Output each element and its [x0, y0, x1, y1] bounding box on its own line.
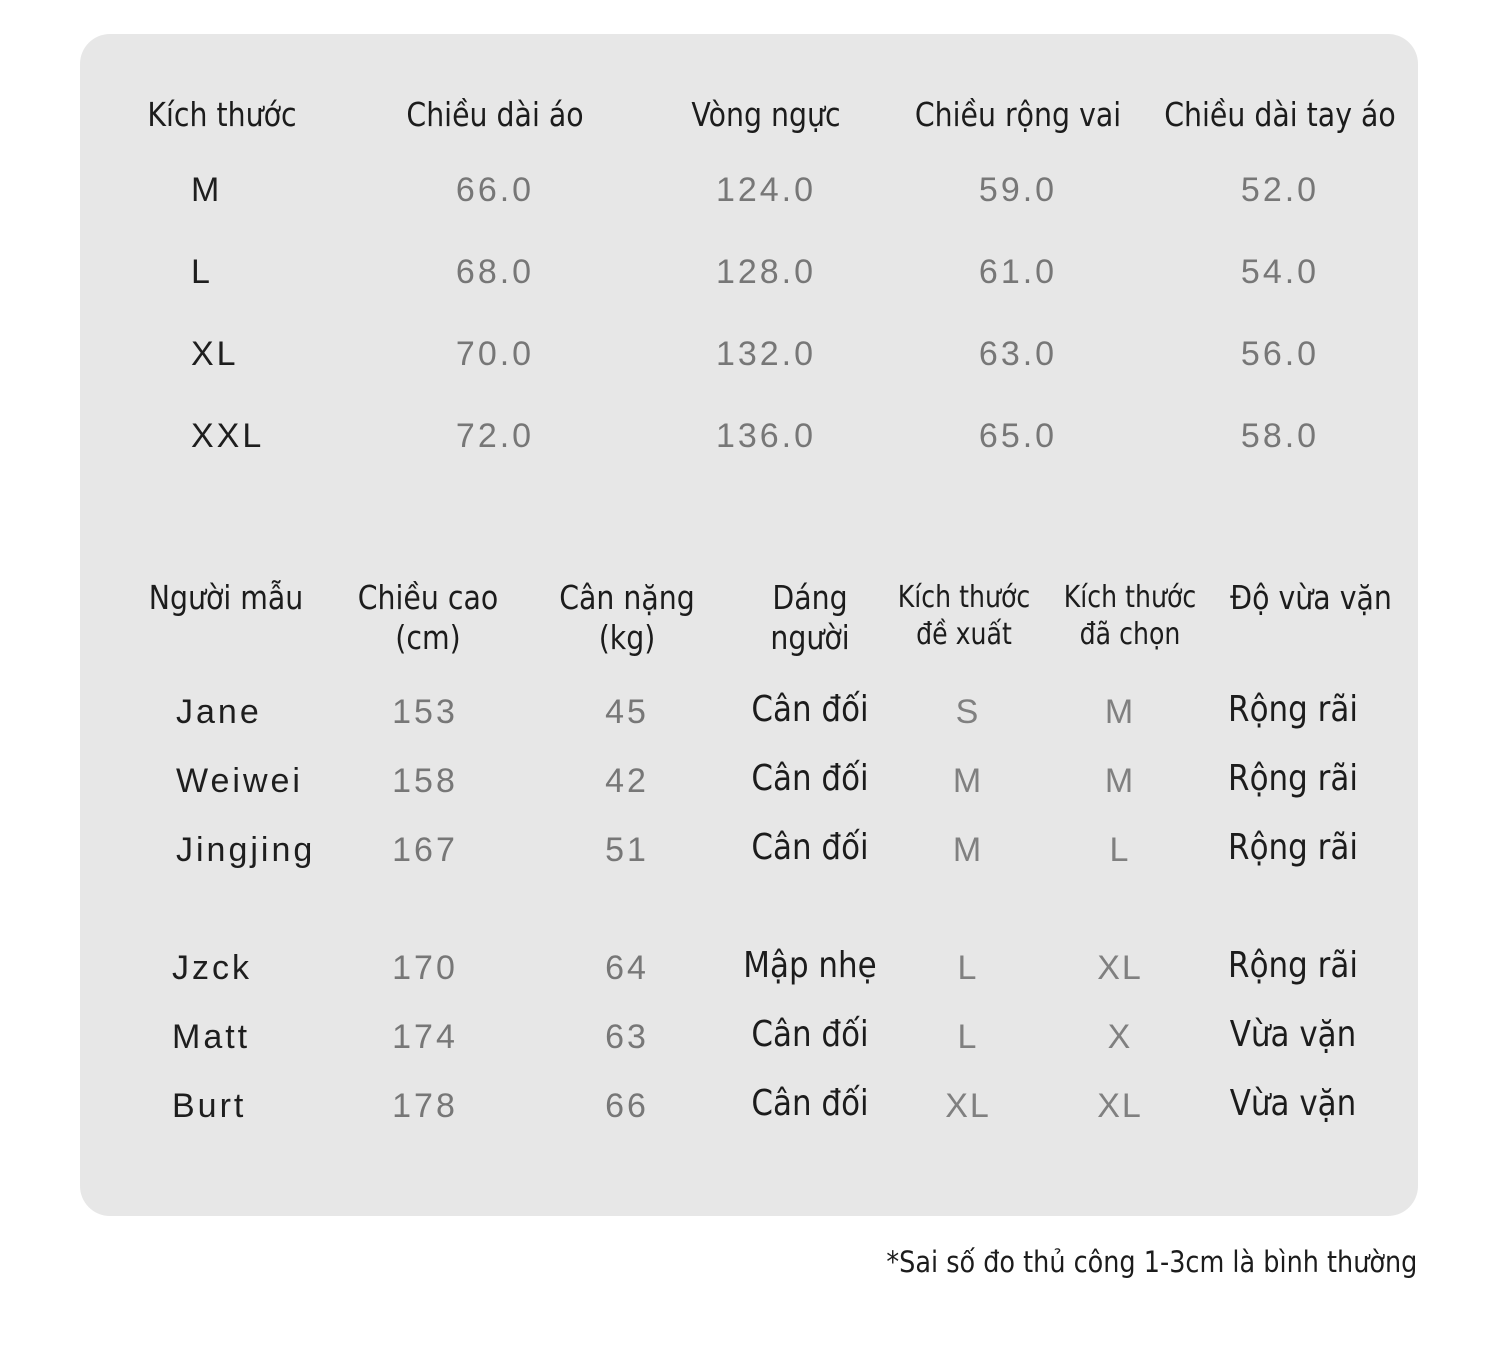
size-value: 61.0: [978, 253, 1058, 291]
body-shape: Cân đối: [751, 1083, 869, 1124]
model-header-line: Chiều cao: [357, 578, 499, 617]
recommended-size: L: [957, 1018, 979, 1056]
fit-description: Rộng rãi: [1228, 689, 1358, 730]
size-label: XXL: [191, 417, 265, 455]
chosen-size: X: [1107, 1018, 1133, 1056]
size-header-3: Chiều rộng vai: [914, 95, 1122, 134]
model-header-5: Kích thước đã chọn: [962, 579, 1298, 653]
body-shape: Cân đối: [751, 1014, 869, 1055]
fit-description: Vừa vặn: [1229, 1083, 1357, 1124]
model-height: 153: [392, 693, 458, 731]
body-shape: Cân đối: [751, 827, 869, 868]
size-header-2: Vòng ngực: [691, 95, 841, 134]
size-value: 59.0: [978, 171, 1058, 209]
model-header-3: Dáng người: [638, 578, 982, 658]
fit-description: Rộng rãi: [1228, 827, 1358, 868]
model-weight: 45: [605, 693, 649, 731]
size-value: 56.0: [1240, 335, 1320, 373]
model-weight: 42: [605, 762, 649, 800]
recommended-size: S: [955, 693, 981, 731]
recommended-size: L: [957, 949, 979, 987]
size-value: 124.0: [715, 171, 817, 209]
size-value: 68.0: [455, 253, 535, 291]
model-height: 158: [392, 762, 458, 800]
model-header-line: đề xuất: [916, 617, 1012, 652]
size-value: 65.0: [978, 417, 1058, 455]
size-label: XL: [191, 335, 239, 373]
recommended-size: XL: [945, 1087, 991, 1125]
model-header-line: Độ vừa vặn: [1230, 578, 1392, 617]
model-header-0: Người mẫu: [54, 578, 398, 618]
size-value: 136.0: [715, 417, 817, 455]
size-chart-panel: [80, 34, 1418, 1216]
model-name: Weiwei: [176, 762, 303, 800]
size-value: 63.0: [978, 335, 1058, 373]
model-header-line: Người mẫu: [148, 578, 304, 617]
size-value: 66.0: [455, 171, 535, 209]
chosen-size: XL: [1097, 1087, 1143, 1125]
model-header-line: (kg): [598, 618, 656, 657]
model-header-2: Cân nặng (kg): [455, 578, 799, 658]
recommended-size: M: [952, 831, 984, 869]
size-value: 54.0: [1240, 253, 1320, 291]
model-header-4: Kích thước đề xuất: [796, 579, 1132, 653]
chosen-size: L: [1109, 831, 1131, 869]
footnote: *Sai số đo thủ công 1-3cm là bình thường: [886, 1245, 1417, 1279]
model-header-line: Dáng: [772, 578, 848, 617]
size-label: M: [191, 171, 223, 209]
chosen-size: XL: [1097, 949, 1143, 987]
model-header-1: Chiều cao (cm): [256, 578, 600, 658]
recommended-size: M: [952, 762, 984, 800]
model-name: Matt: [172, 1018, 251, 1056]
chosen-size: M: [1104, 762, 1136, 800]
size-value: 58.0: [1240, 417, 1320, 455]
body-shape: Mập nhẹ: [743, 945, 877, 986]
size-value: 52.0: [1240, 171, 1320, 209]
model-name: Burt: [172, 1087, 247, 1125]
size-value: 132.0: [715, 335, 817, 373]
model-height: 167: [392, 831, 458, 869]
model-height: 174: [392, 1018, 458, 1056]
size-header-1: Chiều dài áo: [406, 95, 584, 134]
model-header-line: Cân nặng: [559, 578, 695, 617]
model-header-line: người: [770, 618, 850, 657]
model-weight: 63: [605, 1018, 649, 1056]
model-header-line: (cm): [395, 618, 461, 657]
model-name: Jingjing: [176, 831, 316, 869]
body-shape: Cân đối: [751, 689, 869, 730]
body-shape: Cân đối: [751, 758, 869, 799]
model-weight: 66: [605, 1087, 649, 1125]
size-header-4: Chiều dài tay áo: [1164, 95, 1396, 134]
fit-description: Rộng rãi: [1228, 945, 1358, 986]
model-weight: 64: [605, 949, 649, 987]
model-height: 170: [392, 949, 458, 987]
chosen-size: M: [1104, 693, 1136, 731]
model-header-line: Kích thước: [1063, 580, 1197, 615]
fit-description: Rộng rãi: [1228, 758, 1358, 799]
model-weight: 51: [605, 831, 649, 869]
model-name: Jzck: [172, 949, 252, 987]
size-label: L: [191, 253, 213, 291]
model-header-line: Kích thước: [897, 580, 1031, 615]
size-value: 70.0: [455, 335, 535, 373]
fit-description: Vừa vặn: [1229, 1014, 1357, 1055]
size-header-0: Kích thước: [147, 95, 297, 134]
size-value: 128.0: [715, 253, 817, 291]
model-header-line: đã chọn: [1079, 617, 1181, 652]
model-height: 178: [392, 1087, 458, 1125]
size-value: 72.0: [455, 417, 535, 455]
model-name: Jane: [176, 693, 262, 731]
model-header-6: Độ vừa vặn: [1139, 578, 1483, 618]
